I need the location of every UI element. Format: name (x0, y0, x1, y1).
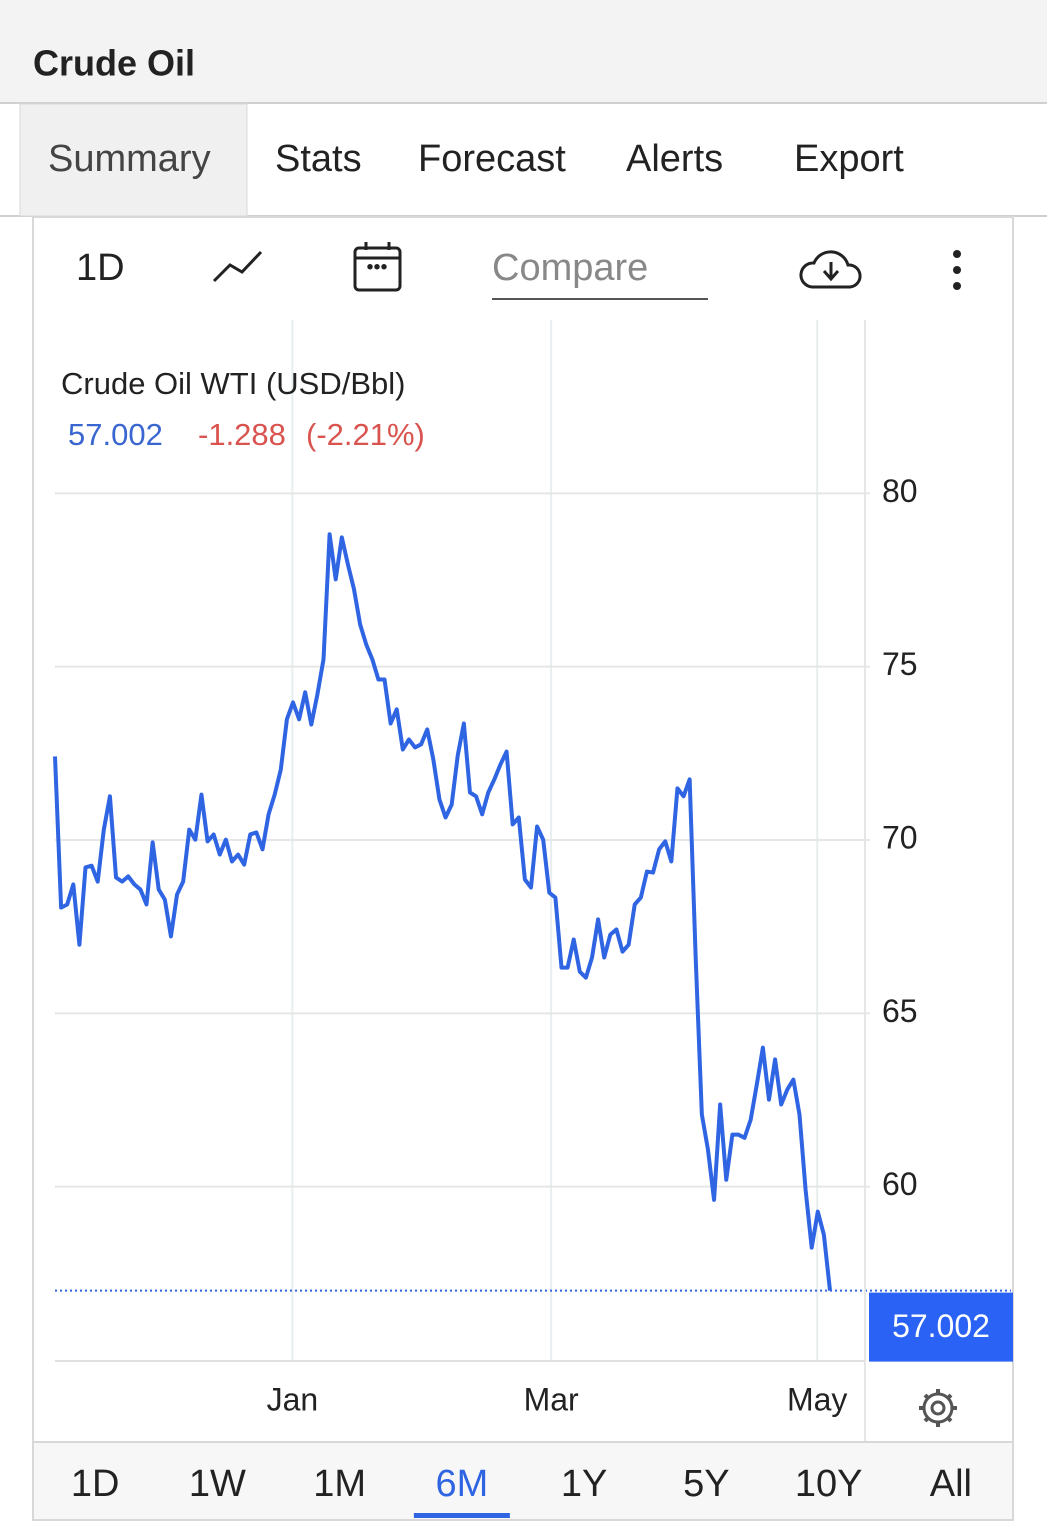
calendar-body (353, 246, 402, 292)
tab[interactable]: Forecast (418, 138, 566, 180)
y-tick-label: 60 (882, 1166, 918, 1202)
dot (953, 266, 961, 274)
download-icon[interactable] (799, 250, 862, 289)
calendar-icon[interactable]: ••• (353, 242, 402, 292)
period-button[interactable]: 6M (435, 1463, 488, 1505)
period-button[interactable]: 1M (313, 1463, 366, 1505)
period-button[interactable]: 5Y (683, 1463, 729, 1505)
last-price-box (869, 1292, 1013, 1362)
x-tick-label: Mar (524, 1381, 579, 1417)
y-tick-label: 70 (882, 819, 918, 855)
active-tab-bg (19, 103, 248, 217)
period-button[interactable]: All (930, 1463, 972, 1505)
gear-teeth (919, 1389, 957, 1427)
dot (953, 250, 961, 258)
settings-icon[interactable] (919, 1389, 957, 1427)
price-line (53, 532, 832, 1291)
header-bg (0, 0, 1047, 102)
tab[interactable]: Stats (275, 138, 362, 180)
tab-bar: Summary Stats Forecast Alerts Export (19, 103, 904, 217)
period-button[interactable]: 1Y (561, 1463, 607, 1505)
tab[interactable]: Summary (48, 138, 211, 180)
y-tick-label: 80 (882, 473, 918, 509)
cloud (799, 250, 862, 289)
period-button[interactable]: 1D (71, 1463, 120, 1505)
chart-title: Crude Oil WTI (USD/Bbl) (61, 366, 405, 401)
last-price: 57.002 (68, 417, 163, 452)
last-price-label: 57.002 (892, 1308, 990, 1344)
arrow (822, 262, 840, 282)
page-title: Crude Oil (33, 43, 195, 84)
dot (953, 282, 961, 290)
gear-hole (930, 1400, 946, 1416)
plot: Jan Mar May 60 65 70 75 80 57.002 (53, 320, 1013, 1417)
y-tick-label: 65 (882, 993, 918, 1029)
more-icon[interactable] (953, 250, 961, 290)
compare-input[interactable]: Compare (492, 247, 648, 289)
calendar-dots: ••• (366, 256, 387, 278)
period-button[interactable]: 1W (189, 1463, 246, 1505)
price-change: -1.288 (198, 417, 286, 452)
period-bar (34, 1443, 1012, 1519)
period-buttons: 1D 1W 1M 6M 1Y 5Y 10Y All (71, 1463, 972, 1518)
x-tick-label: Jan (267, 1381, 319, 1417)
period-underline (413, 1513, 510, 1518)
price-change-percent: (-2.21%) (306, 417, 425, 452)
period-button[interactable]: 10Y (795, 1463, 863, 1505)
tab[interactable]: Alerts (626, 138, 723, 180)
chart-type-icon[interactable] (212, 250, 263, 283)
x-tick-label: May (787, 1381, 847, 1417)
y-tick-label: 75 (882, 646, 918, 682)
tab[interactable]: Export (794, 138, 904, 180)
interval-button[interactable]: 1D (76, 247, 125, 289)
